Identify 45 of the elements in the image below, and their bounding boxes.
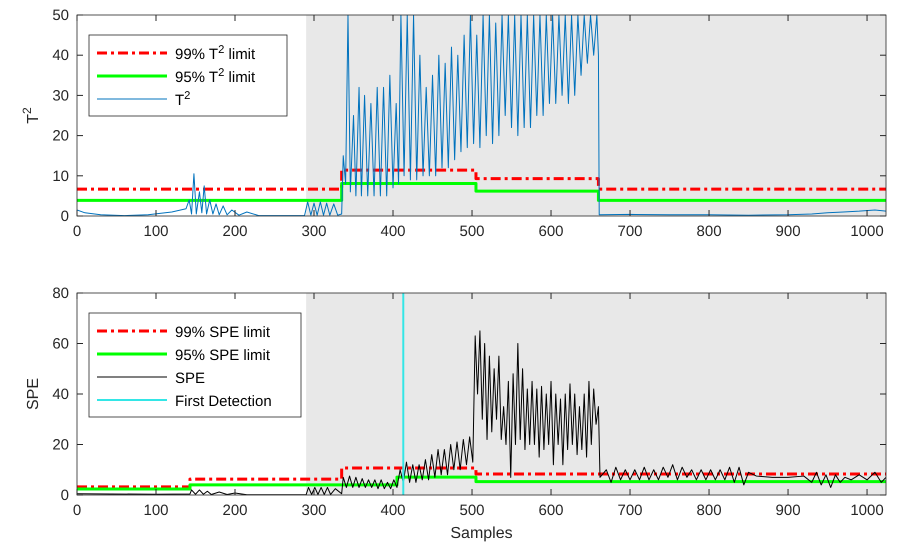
x-tick-label: 0 xyxy=(72,502,82,519)
x-tick-label: 700 xyxy=(618,223,643,240)
x-tick-label: 100 xyxy=(143,223,169,240)
y-tick-label: 10 xyxy=(52,168,69,185)
legend-label: SPE xyxy=(175,370,206,387)
line-series xyxy=(77,476,886,490)
x-tick-label: 900 xyxy=(776,502,801,519)
x-tick-label: 500 xyxy=(460,223,485,240)
y-tick-label: 20 xyxy=(52,128,69,145)
x-tick-label: 200 xyxy=(222,223,248,240)
y-axis-title: SPE xyxy=(25,378,42,410)
x-tick-label: 700 xyxy=(618,502,643,519)
x-tick-label: 0 xyxy=(72,223,82,240)
x-tick-label: 500 xyxy=(460,502,485,519)
x-tick-label: 300 xyxy=(301,502,327,519)
legend-label: 95% T$^{2}$ limit xyxy=(175,67,256,86)
legend-label: 95% SPE limit xyxy=(175,347,271,364)
y-tick-label: 0 xyxy=(60,487,69,504)
x-tick-label: 800 xyxy=(696,223,722,240)
x-tick-label: 300 xyxy=(301,223,327,240)
x-axis-title: Samples xyxy=(450,525,513,542)
x-tick-label: 900 xyxy=(776,223,801,240)
y-tick-label: 0 xyxy=(60,208,69,225)
x-tick-label: 1000 xyxy=(850,502,884,519)
line-series xyxy=(77,15,886,216)
x-tick-label: 400 xyxy=(380,223,406,240)
y-tick-label: 40 xyxy=(52,386,69,403)
y-tick-label: 50 xyxy=(52,7,69,24)
y-tick-label: 20 xyxy=(52,436,69,454)
x-tick-label: 600 xyxy=(538,502,564,519)
x-tick-label: 400 xyxy=(380,502,406,519)
legend-label: First Detection xyxy=(175,393,272,410)
x-tick-label: 200 xyxy=(222,502,248,519)
legend-label: 99% SPE limit xyxy=(175,324,271,341)
y-tick-label: 80 xyxy=(52,285,69,302)
x-tick-label: 800 xyxy=(696,502,722,519)
x-tick-label: 1000 xyxy=(850,223,884,240)
y-tick-label: 30 xyxy=(52,87,69,104)
legend-label: 99% T$^{2}$ limit xyxy=(175,44,256,63)
y-tick-label: 60 xyxy=(52,336,69,352)
legend-label: T$^{2}$ xyxy=(175,90,190,109)
x-tick-label: 600 xyxy=(538,223,564,240)
line-series xyxy=(77,466,886,488)
x-tick-label: 100 xyxy=(143,502,169,519)
y-tick-label: 40 xyxy=(52,47,69,64)
